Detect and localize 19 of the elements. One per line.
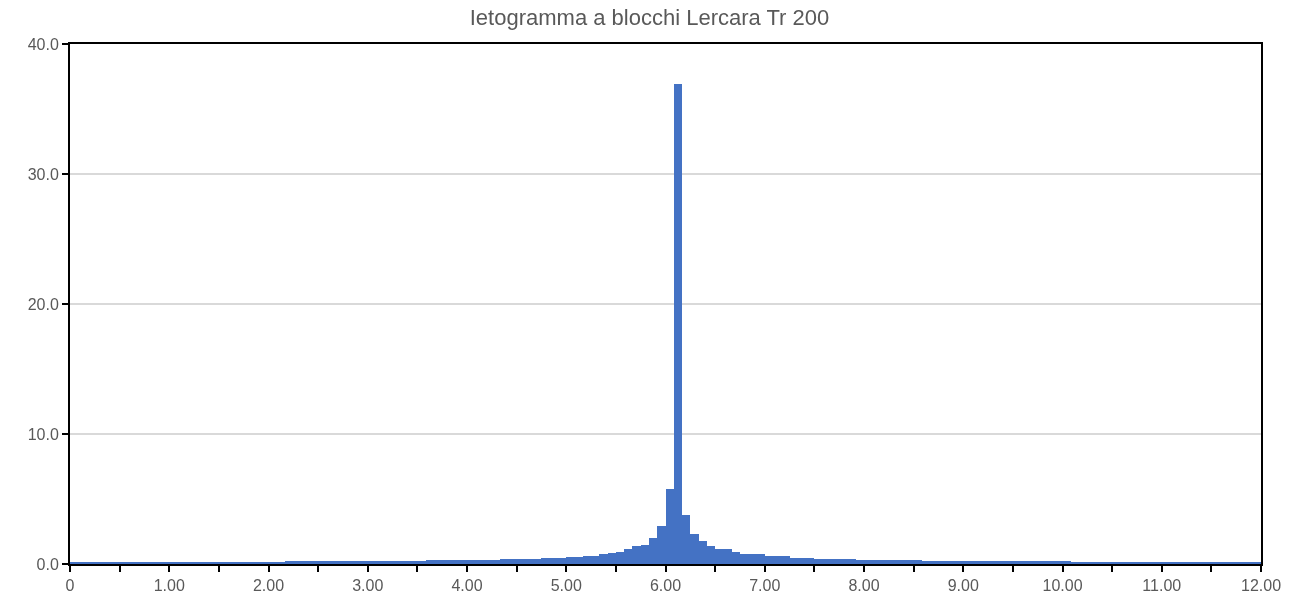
x-tick-label: 12.00 [1240, 577, 1282, 595]
x-tick-label: 3.00 [352, 577, 384, 595]
x-tick-label: 4.00 [451, 577, 483, 595]
y-tick-label: 30.0 [27, 165, 59, 183]
x-tick-label: 0 [65, 577, 75, 595]
x-tick-label: 7.00 [749, 577, 781, 595]
x-tick-label: 1.00 [153, 577, 185, 595]
x-tick-label: 11.00 [1142, 577, 1182, 595]
x-tick-label: 10.00 [1042, 577, 1083, 595]
y-tick-label: 0.0 [36, 555, 59, 573]
x-tick-label: 9.00 [947, 577, 979, 595]
x-tick-label: 8.00 [848, 577, 880, 595]
x-tick-label: 2.00 [252, 577, 285, 595]
y-tick-label: 20.0 [27, 295, 59, 313]
x-tick-label: 6.00 [649, 577, 682, 595]
chart-title: Ietogramma a blocchi Lercara Tr 200 [469, 4, 830, 30]
y-tick-label: 40.0 [27, 35, 59, 53]
x-tick-label: 5.00 [550, 577, 582, 595]
y-tick-label: 10.0 [27, 425, 59, 443]
